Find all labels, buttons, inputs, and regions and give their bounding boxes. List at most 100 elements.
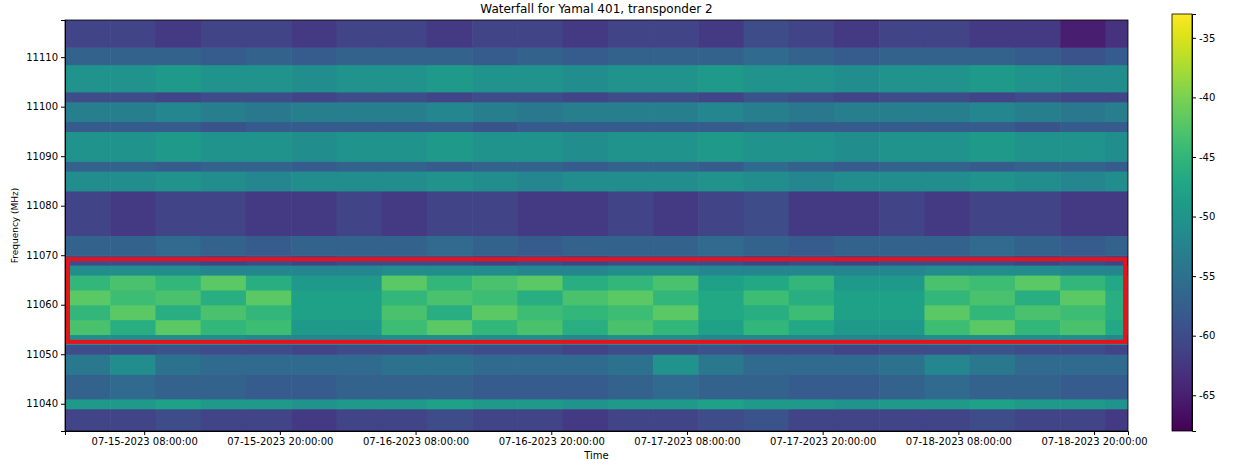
cell	[563, 20, 609, 48]
cell	[970, 131, 1016, 161]
cell	[1060, 161, 1106, 172]
cell	[427, 374, 473, 399]
cell	[1060, 344, 1106, 355]
cell	[336, 265, 382, 276]
tick-label: 07-15-2023 08:00:00	[92, 436, 198, 447]
cell	[608, 92, 654, 103]
cell	[382, 409, 428, 431]
cell	[382, 305, 428, 320]
cell	[472, 171, 518, 191]
cell	[653, 290, 699, 305]
cell	[653, 409, 699, 431]
cell	[1015, 320, 1061, 335]
tick-mark	[551, 431, 552, 435]
cell	[336, 235, 382, 255]
cell	[563, 47, 609, 65]
cell	[924, 409, 970, 431]
tick-mark	[1192, 217, 1196, 218]
cell	[608, 191, 654, 236]
cell	[834, 275, 880, 290]
cell	[834, 305, 880, 320]
cell	[879, 354, 925, 374]
colorbar-axis: -65-60-55-50-45-40-35	[1192, 15, 1215, 432]
cell	[427, 20, 473, 48]
cell	[155, 161, 201, 172]
cell	[563, 102, 609, 122]
cell	[110, 131, 156, 161]
cell	[382, 20, 428, 48]
cell	[1105, 374, 1128, 399]
cell	[65, 47, 111, 65]
cell	[834, 290, 880, 305]
tick-label: 11070	[26, 250, 58, 261]
cell	[201, 131, 247, 161]
cell	[789, 374, 835, 399]
cell	[291, 354, 337, 374]
cell	[563, 131, 609, 161]
cell	[879, 191, 925, 236]
cell	[698, 20, 744, 48]
cell	[789, 265, 835, 276]
tick-label: 07-15-2023 20:00:00	[227, 436, 333, 447]
cell	[65, 374, 111, 399]
cell	[698, 275, 744, 290]
cell	[879, 235, 925, 255]
tick-mark	[1192, 336, 1196, 337]
cell	[653, 171, 699, 191]
cell	[1015, 305, 1061, 320]
cell	[201, 47, 247, 65]
cell	[472, 102, 518, 122]
cell	[834, 47, 880, 65]
tick: 07-17-2023 20:00:00	[770, 431, 876, 447]
cell	[427, 354, 473, 374]
cell	[744, 305, 790, 320]
cell	[608, 65, 654, 93]
cell	[472, 399, 518, 410]
cell	[291, 20, 337, 48]
cell	[608, 354, 654, 374]
tick-label: 07-16-2023 20:00:00	[499, 436, 605, 447]
cell	[970, 275, 1016, 290]
cell	[698, 122, 744, 133]
cell	[744, 354, 790, 374]
cell	[336, 65, 382, 93]
cell	[65, 290, 111, 305]
cell	[201, 399, 247, 410]
cell	[1015, 65, 1061, 93]
tick-label: 07-17-2023 20:00:00	[770, 436, 876, 447]
cell	[744, 20, 790, 48]
axis-line	[1193, 15, 1197, 432]
tick-label: 07-16-2023 08:00:00	[363, 436, 469, 447]
cell	[789, 409, 835, 431]
cell	[698, 131, 744, 161]
cell	[201, 344, 247, 355]
cell	[1060, 354, 1106, 374]
cell	[879, 399, 925, 410]
cell	[110, 399, 156, 410]
cell	[970, 290, 1016, 305]
tick-mark	[61, 354, 65, 355]
cell	[382, 399, 428, 410]
cell	[201, 235, 247, 255]
cell	[834, 191, 880, 236]
cell	[698, 161, 744, 172]
cell	[698, 305, 744, 320]
cell	[834, 20, 880, 48]
cell	[65, 409, 111, 431]
cell	[744, 290, 790, 305]
cell	[336, 409, 382, 431]
cell	[653, 65, 699, 93]
cell	[789, 290, 835, 305]
cell	[246, 92, 292, 103]
cell	[834, 171, 880, 191]
cell	[608, 290, 654, 305]
cell	[563, 374, 609, 399]
cell	[608, 171, 654, 191]
cell	[970, 92, 1016, 103]
tick-mark	[61, 305, 65, 306]
cell	[698, 374, 744, 399]
cell	[1105, 65, 1128, 93]
cell	[834, 265, 880, 276]
cell	[744, 320, 790, 335]
tick: 11110	[26, 52, 65, 63]
